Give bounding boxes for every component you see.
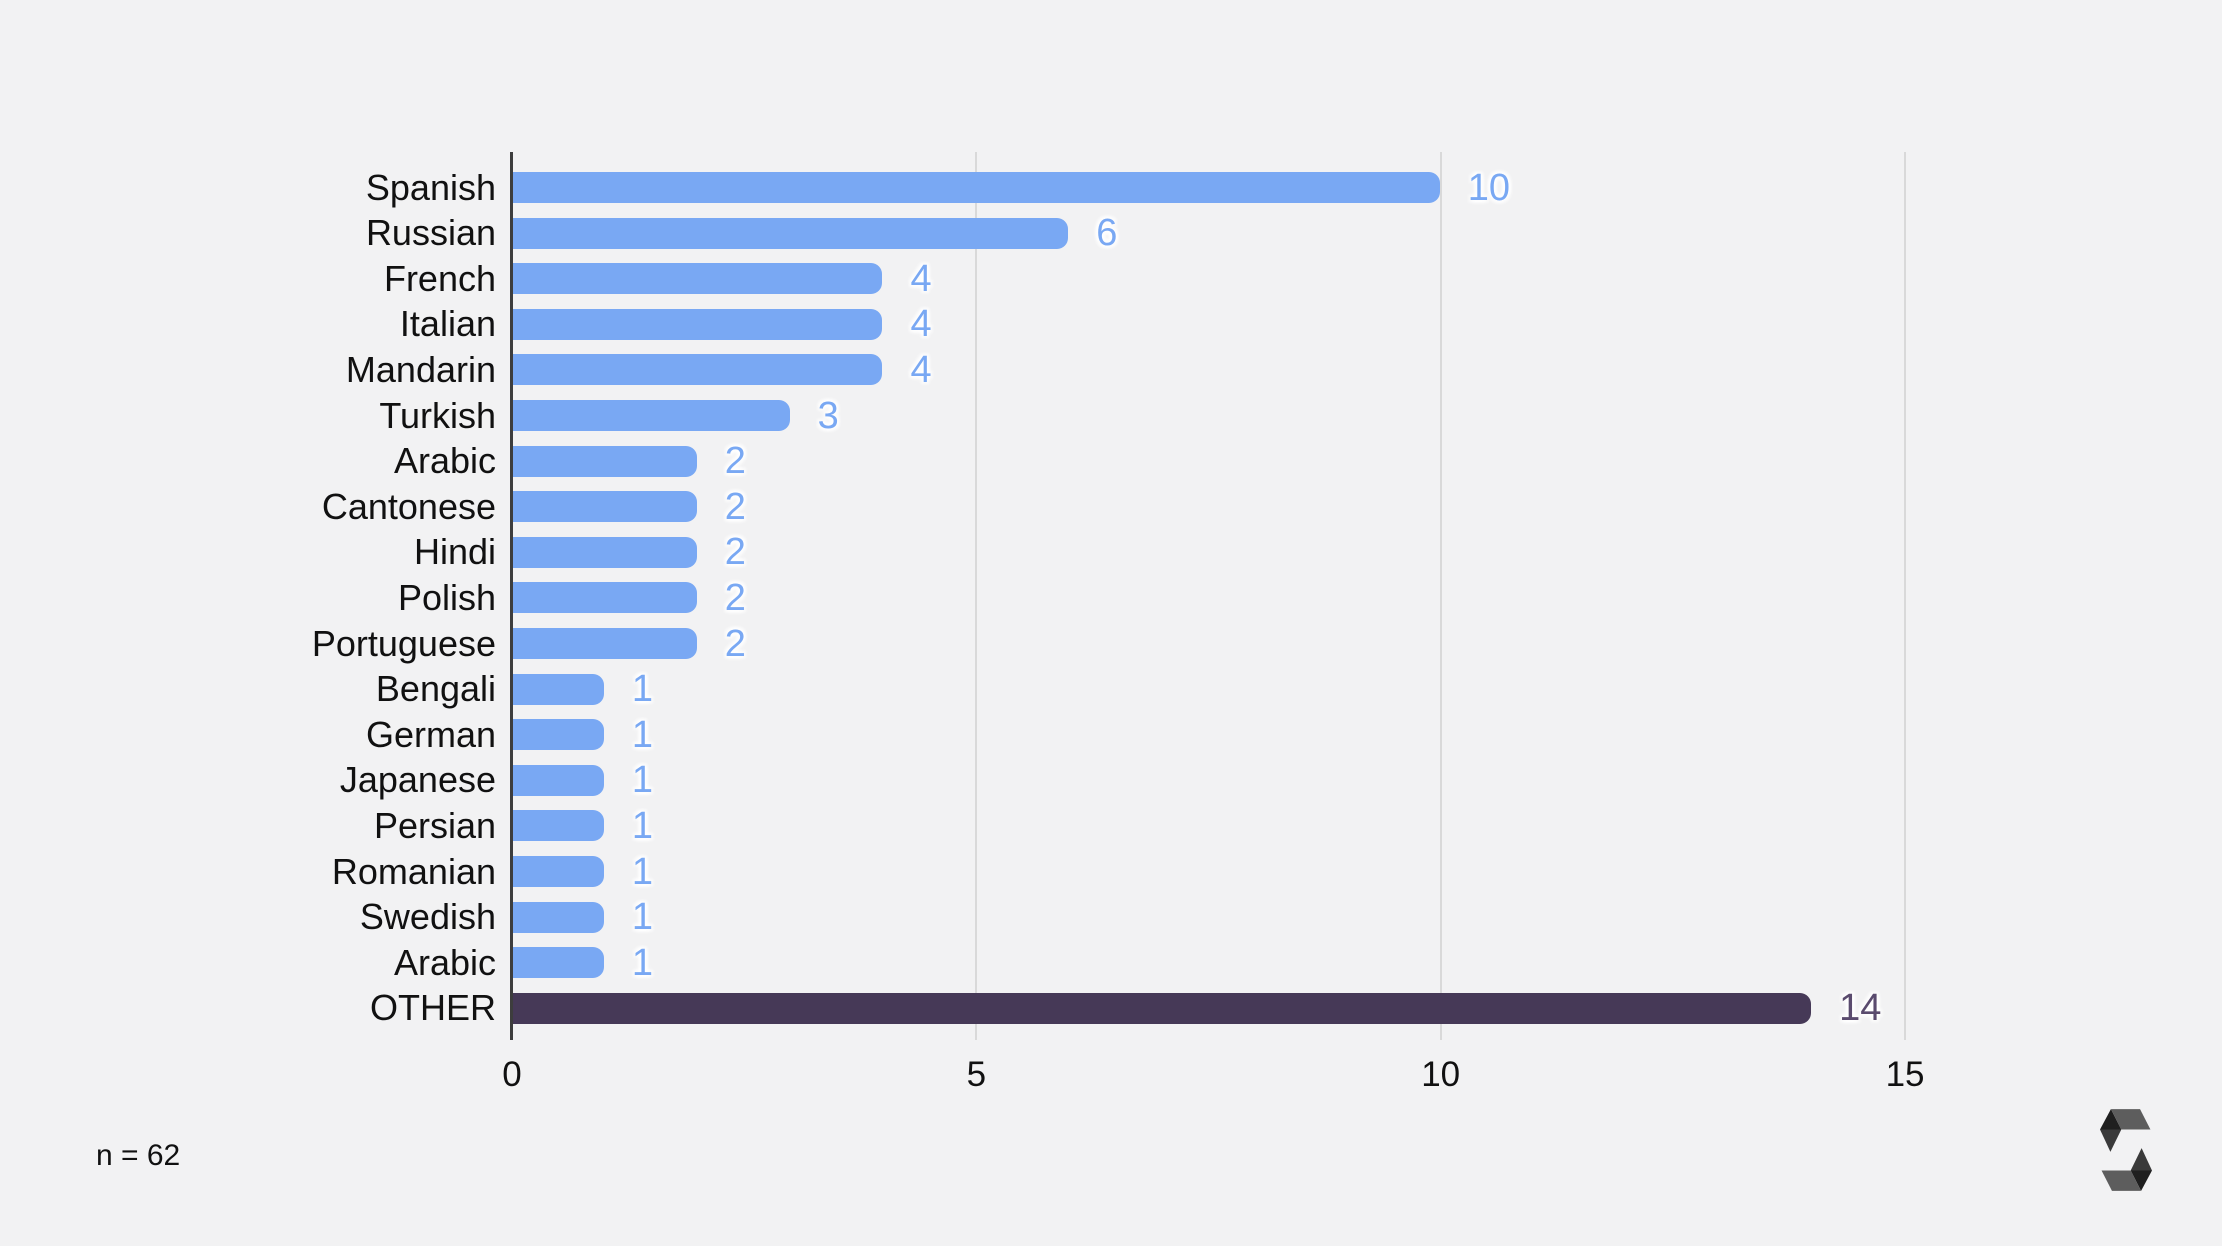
value-label: 4: [910, 303, 932, 346]
value-label: 1: [631, 759, 653, 802]
bar-other: [513, 992, 1812, 1024]
bar-german: [513, 719, 604, 751]
category-label: Polish: [397, 576, 496, 618]
bar-arabic: [513, 947, 604, 979]
category-label: Portuguese: [311, 622, 496, 664]
category-label: Swedish: [359, 896, 496, 938]
category-label: Mandarin: [345, 348, 496, 390]
value-label: 14: [1839, 987, 1882, 1030]
bar-russian: [513, 217, 1069, 249]
x-axis-tick-label: 10: [1421, 1055, 1461, 1094]
bar-hindi: [513, 536, 697, 568]
value-label: 2: [724, 576, 746, 619]
category-label: Spanish: [365, 166, 496, 208]
value-label: 1: [631, 668, 653, 711]
category-label: French: [383, 257, 496, 299]
value-label: 2: [724, 622, 746, 665]
value-label: 10: [1467, 166, 1510, 209]
value-label: 1: [631, 941, 653, 984]
x-axis-tick-label: 15: [1885, 1055, 1925, 1094]
category-label: Russian: [365, 212, 496, 254]
category-label: Italian: [399, 303, 496, 345]
category-label: Arabic: [393, 941, 496, 983]
value-label: 1: [631, 804, 653, 847]
y-axis-line: [510, 152, 513, 1040]
bar-turkish: [513, 400, 790, 431]
bar-swedish: [513, 901, 604, 933]
category-label: Cantonese: [321, 485, 496, 527]
bar-romanian: [513, 856, 604, 887]
category-label: Bengali: [375, 668, 496, 710]
value-label: 4: [910, 257, 932, 300]
bar-arabic: [513, 445, 697, 477]
bar-bengali: [513, 673, 604, 705]
bar-italian: [513, 308, 883, 340]
value-label: 2: [724, 440, 746, 483]
bar-persian: [513, 810, 604, 842]
value-label: 2: [724, 485, 746, 528]
category-label: OTHER: [370, 987, 496, 1029]
gridline-x-15: [1904, 152, 1907, 1040]
solidity-logo-icon: [2100, 1109, 2152, 1191]
category-label: Persian: [373, 804, 496, 846]
category-label: Turkish: [379, 394, 496, 436]
category-label: Romanian: [331, 850, 496, 892]
x-axis-tick-label: 0: [502, 1055, 522, 1094]
value-label: 2: [724, 531, 746, 574]
bar-mandarin: [513, 354, 883, 386]
bar-portuguese: [513, 628, 697, 659]
x-axis-tick-label: 5: [966, 1055, 987, 1094]
bar-french: [513, 263, 883, 295]
sample-size-note: n = 62: [96, 1139, 181, 1172]
category-label: Japanese: [339, 759, 496, 801]
category-label: German: [365, 713, 496, 755]
value-label: 4: [910, 348, 932, 391]
gridline-x-5: [975, 152, 978, 1040]
bar-cantonese: [513, 491, 697, 523]
bar-japanese: [513, 764, 604, 796]
value-label: 3: [817, 394, 839, 437]
bar-polish: [513, 582, 697, 614]
category-label: Arabic: [393, 440, 496, 482]
value-label: 1: [631, 896, 653, 939]
value-label: 6: [1096, 212, 1118, 255]
gridline-x-10: [1439, 152, 1442, 1040]
value-label: 1: [631, 713, 653, 756]
category-label: Hindi: [413, 531, 496, 573]
value-label: 1: [631, 850, 653, 893]
bar-spanish: [513, 172, 1440, 203]
